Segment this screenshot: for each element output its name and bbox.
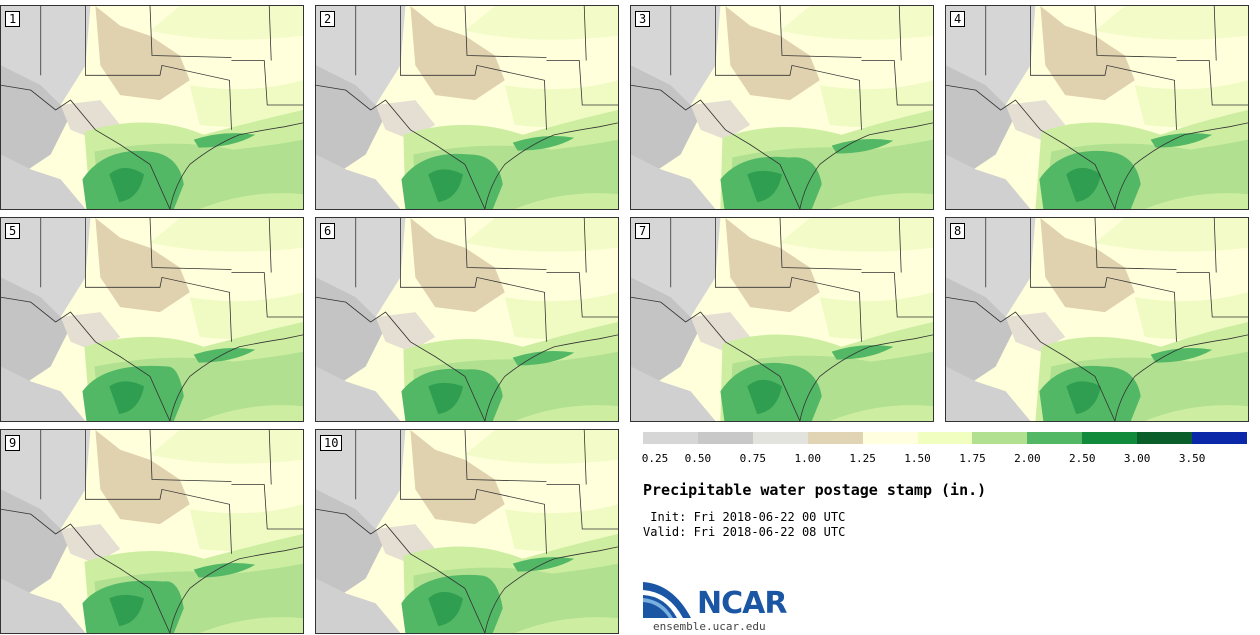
legend-swatch — [862, 432, 918, 444]
precip-water-map — [316, 6, 618, 209]
postage-stamp-panel: 6 — [315, 217, 619, 422]
precip-water-map — [631, 218, 933, 421]
precip-water-map — [1, 218, 303, 421]
init-time: Init: Fri 2018-06-22 00 UTC — [643, 510, 846, 524]
panel-number-label: 10 — [320, 435, 343, 451]
legend-swatch — [807, 432, 863, 444]
legend-tick-label: 2.50 — [1069, 452, 1096, 465]
legend-tick-label: 1.50 — [904, 452, 931, 465]
postage-stamp-panel: 3 — [630, 5, 934, 210]
postage-stamp-panel: 8 — [945, 217, 1249, 422]
color-legend-bar — [643, 432, 1248, 444]
precip-water-map — [1, 6, 303, 209]
legend-tick-label: 1.75 — [959, 452, 986, 465]
map-title: Precipitable water postage stamp (in.) — [643, 481, 987, 499]
legend-tick-label: 1.25 — [849, 452, 876, 465]
panel-number-label: 5 — [5, 223, 21, 239]
panel-number-label: 3 — [635, 11, 651, 27]
ncar-logo-text: NCAR — [697, 586, 787, 621]
postage-stamp-panel: 2 — [315, 5, 619, 210]
legend-tick-label: 3.00 — [1123, 452, 1151, 465]
precip-water-map — [946, 218, 1248, 421]
postage-stamp-panel: 10 — [315, 429, 619, 634]
panel-number-label: 1 — [5, 11, 21, 27]
legend-swatch — [1192, 432, 1248, 444]
legend-tick-label: 1.00 — [794, 452, 821, 465]
postage-stamp-panel: 5 — [0, 217, 304, 422]
legend-swatch — [972, 432, 1028, 444]
panel-number-label: 2 — [320, 11, 336, 27]
ncar-logo-icon — [643, 582, 691, 618]
legend-tick-label: 0.25 — [641, 452, 669, 465]
legend-swatch — [1082, 432, 1138, 444]
panel-number-label: 8 — [950, 223, 966, 239]
precip-water-map — [946, 6, 1248, 209]
precip-water-map — [631, 6, 933, 209]
legend-swatch — [1027, 432, 1083, 444]
precip-water-map — [316, 218, 618, 421]
legend-swatch — [697, 432, 753, 444]
legend-tick-label: 3.50 — [1178, 452, 1206, 465]
legend-swatch — [1137, 432, 1193, 444]
legend-tick-label: 0.75 — [739, 452, 767, 465]
postage-stamp-panel: 7 — [630, 217, 934, 422]
postage-stamp-panel: 1 — [0, 5, 304, 210]
panel-number-label: 6 — [320, 223, 336, 239]
legend-tick-label: 2.00 — [1014, 452, 1041, 465]
precip-water-map — [1, 430, 303, 633]
panel-number-label: 4 — [950, 11, 966, 27]
panel-number-label: 7 — [635, 223, 651, 239]
legend-swatch — [643, 432, 698, 444]
postage-stamp-panel: 4 — [945, 5, 1249, 210]
ncar-url: ensemble.ucar.edu — [653, 620, 766, 633]
postage-stamp-panel: 9 — [0, 429, 304, 634]
legend-swatch — [752, 432, 808, 444]
legend-swatch — [917, 432, 973, 444]
panel-number-label: 9 — [5, 435, 21, 451]
legend-tick-label: 0.50 — [684, 452, 712, 465]
precip-water-map — [316, 430, 618, 633]
valid-time: Valid: Fri 2018-06-22 08 UTC — [643, 525, 846, 539]
